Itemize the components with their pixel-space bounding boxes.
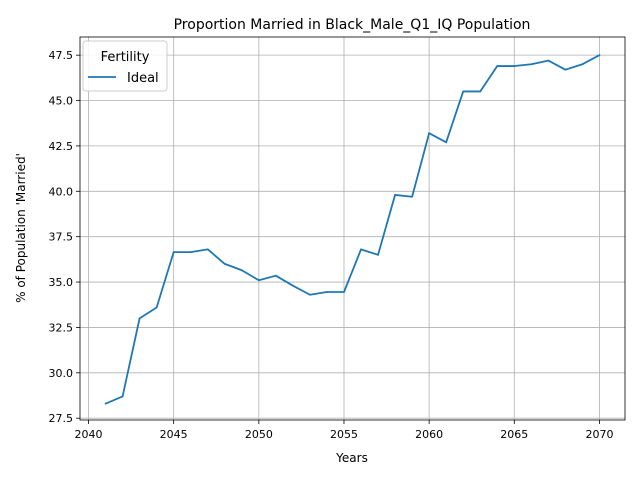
x-tick-label: 2055 [330,428,358,441]
y-tick-label: 27.5 [49,412,74,425]
x-tick-label: 2065 [500,428,528,441]
data-point [172,251,175,254]
x-tick-label: 2040 [75,428,103,441]
legend: Fertility Ideal [82,40,168,92]
y-tick-label: 37.5 [49,231,74,244]
data-point [496,65,499,67]
y-tick-label: 32.5 [49,321,74,334]
y-tick-label: 30.0 [49,367,74,380]
series-line-ideal [105,54,600,405]
y-axis-label: % of Population 'Married' [14,153,28,303]
data-point [377,253,379,256]
data-point [121,395,124,398]
data-point [598,54,601,57]
legend-box [82,40,168,92]
data-point [343,291,345,293]
x-axis-label: Years [335,451,368,465]
data-point [445,141,448,144]
data-point [138,317,141,320]
grid [80,37,625,420]
data-point [189,251,192,254]
data-point [581,63,584,66]
data-point [513,65,516,67]
x-tick-label: 2045 [160,428,188,441]
data-point [394,194,396,196]
x-tick-label: 2070 [585,428,613,441]
y-tick-label: 40.0 [49,185,74,198]
data-point [240,269,243,272]
y-axis-ticks: 27.5 30.0 32.5 35.0 37.5 40.0 42.5 45.0 47.5 [49,49,80,425]
x-axis-ticks: 2040 2045 2050 2055 2060 2065 2070 [75,420,613,441]
data-point [274,274,277,277]
chart-title: Proportion Married in Black_Male_Q1_IQ P… [174,17,531,33]
y-tick-label: 42.5 [49,140,74,153]
data-point [104,402,107,405]
y-tick-label: 35.0 [49,276,74,289]
data-point [564,68,567,71]
data-point [257,279,260,282]
x-tick-label: 2060 [415,428,443,441]
data-point [155,306,158,309]
data-point [309,293,311,296]
data-point [291,284,294,287]
legend-label-ideal: Ideal [127,71,159,86]
y-tick-label: 47.5 [49,49,74,62]
data-point [479,90,482,93]
x-tick-label: 2050 [245,428,273,441]
data-point [530,63,533,66]
legend-title: Fertility [101,50,150,65]
data-point [360,248,362,251]
data-point [428,132,431,135]
data-point [547,59,550,62]
plot-frame [79,36,626,421]
data-point [223,263,226,265]
data-point [206,248,209,251]
data-point [411,195,414,198]
data-point [326,291,328,293]
data-point [462,90,465,93]
series-layer [104,54,601,405]
y-tick-label: 45.0 [49,95,74,108]
